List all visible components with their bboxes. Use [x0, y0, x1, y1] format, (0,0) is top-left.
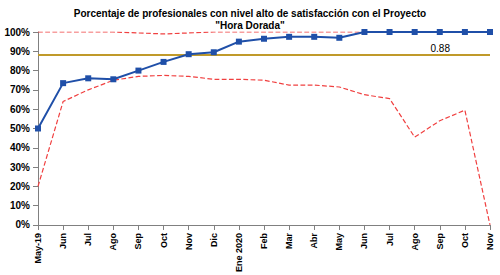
svg-text:60%: 60% — [10, 104, 30, 115]
svg-text:90%: 90% — [10, 46, 30, 57]
svg-text:Nov: Nov — [184, 233, 194, 250]
svg-text:May-19: May-19 — [33, 233, 43, 264]
svg-text:Jul: Jul — [385, 233, 395, 246]
svg-text:Feb: Feb — [259, 232, 269, 249]
svg-text:Sep: Sep — [133, 232, 143, 249]
svg-text:100%: 100% — [4, 27, 30, 38]
svg-text:10%: 10% — [10, 200, 30, 211]
svg-text:"Hora Dorada": "Hora Dorada" — [215, 20, 285, 31]
svg-text:Nov: Nov — [485, 233, 495, 250]
svg-text:Jul: Jul — [83, 233, 93, 246]
svg-text:Oct: Oct — [159, 233, 169, 248]
svg-text:0.88: 0.88 — [431, 43, 451, 54]
svg-text:Jun: Jun — [58, 233, 68, 249]
svg-text:0%: 0% — [16, 219, 31, 230]
svg-text:30%: 30% — [10, 162, 30, 173]
svg-text:50%: 50% — [10, 123, 30, 134]
svg-text:Dic: Dic — [209, 233, 219, 247]
svg-text:Mar: Mar — [284, 232, 294, 249]
svg-text:Ago: Ago — [410, 232, 420, 250]
svg-text:Oct: Oct — [460, 233, 470, 248]
svg-text:May: May — [334, 233, 344, 251]
svg-text:Abr: Abr — [309, 232, 319, 248]
svg-text:Sep: Sep — [435, 232, 445, 249]
svg-text:40%: 40% — [10, 142, 30, 153]
svg-text:Ago: Ago — [108, 232, 118, 250]
svg-text:Jun: Jun — [359, 233, 369, 249]
svg-text:Ene 2020: Ene 2020 — [234, 233, 244, 272]
svg-text:80%: 80% — [10, 65, 30, 76]
svg-text:20%: 20% — [10, 181, 30, 192]
svg-text:Porcentaje de profesionales co: Porcentaje de profesionales con nivel al… — [74, 8, 426, 19]
svg-text:70%: 70% — [10, 84, 30, 95]
